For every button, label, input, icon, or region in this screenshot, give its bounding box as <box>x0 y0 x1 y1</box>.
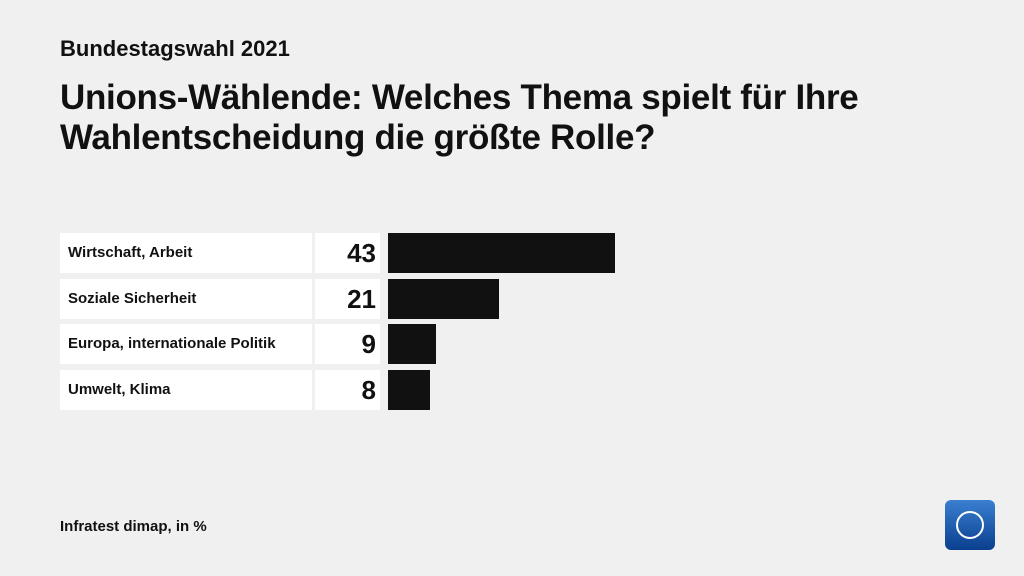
value-label: 21 <box>315 278 380 319</box>
value-label: 43 <box>315 233 380 273</box>
logo-ring <box>956 511 984 539</box>
bar-row: Europa, internationale Politik 9 <box>60 324 960 365</box>
supertitle: Bundestagswahl 2021 <box>60 36 290 61</box>
category-label: Europa, internationale Politik <box>60 324 312 365</box>
logo <box>945 500 995 550</box>
bar <box>388 370 431 411</box>
bar <box>388 278 499 319</box>
bar <box>388 233 615 273</box>
chart-title: Unions-Wählende: Welches Thema spielt fü… <box>60 78 859 157</box>
bar-row: Wirtschaft, Arbeit 43 <box>60 233 960 273</box>
bar-row: Soziale Sicherheit 21 <box>60 278 960 319</box>
value-label: 8 <box>315 370 380 411</box>
category-label: Wirtschaft, Arbeit <box>60 233 312 273</box>
bar-row: Umwelt, Klima 8 <box>60 370 960 411</box>
source: Infratest dimap, in % <box>60 518 207 535</box>
category-label: Umwelt, Klima <box>60 370 312 411</box>
category-label: Soziale Sicherheit <box>60 278 312 319</box>
bar <box>388 324 436 365</box>
value-label: 9 <box>315 324 380 365</box>
